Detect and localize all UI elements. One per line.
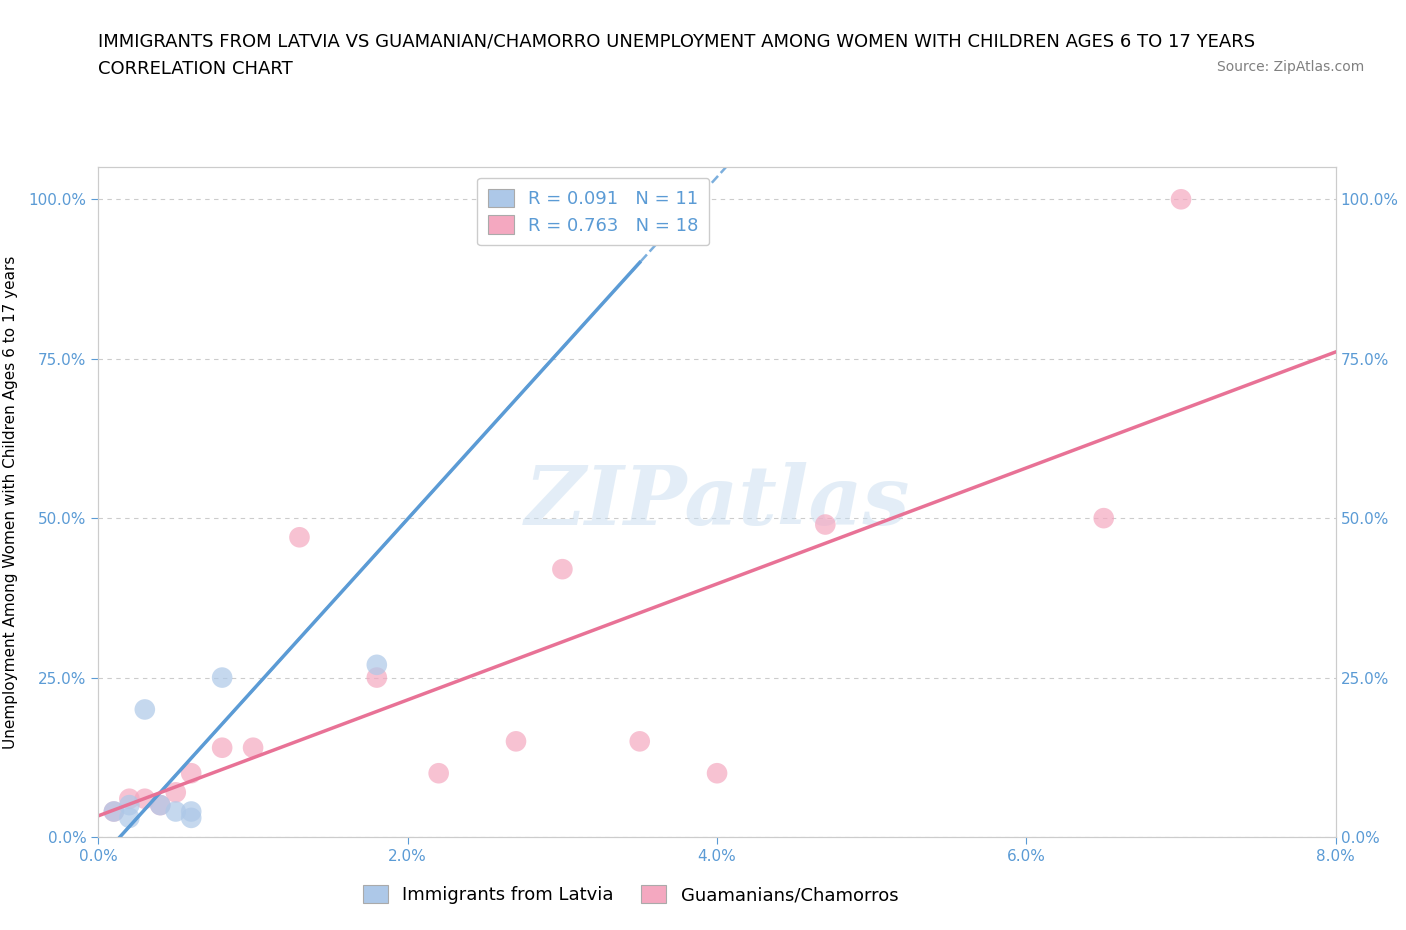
Legend: Immigrants from Latvia, Guamanians/Chamorros: Immigrants from Latvia, Guamanians/Chamo… <box>352 874 910 915</box>
Point <box>598 224 620 239</box>
Point <box>134 702 156 717</box>
Y-axis label: Unemployment Among Women with Children Ages 6 to 17 years: Unemployment Among Women with Children A… <box>3 256 17 749</box>
Text: CORRELATION CHART: CORRELATION CHART <box>98 60 294 78</box>
Point <box>118 791 141 806</box>
Point <box>134 791 156 806</box>
Point <box>706 765 728 780</box>
Point <box>103 804 125 819</box>
Text: Source: ZipAtlas.com: Source: ZipAtlas.com <box>1216 60 1364 74</box>
Point <box>366 671 388 685</box>
Point <box>1170 192 1192 206</box>
Point <box>165 804 187 819</box>
Point <box>814 517 837 532</box>
Point <box>165 785 187 800</box>
Text: ZIPatlas: ZIPatlas <box>524 462 910 542</box>
Point <box>180 810 202 825</box>
Point <box>366 658 388 672</box>
Point <box>180 765 202 780</box>
Point <box>118 810 141 825</box>
Point <box>149 798 172 813</box>
Point <box>288 530 311 545</box>
Point <box>211 740 233 755</box>
Point <box>628 734 651 749</box>
Point <box>1092 511 1115 525</box>
Text: IMMIGRANTS FROM LATVIA VS GUAMANIAN/CHAMORRO UNEMPLOYMENT AMONG WOMEN WITH CHILD: IMMIGRANTS FROM LATVIA VS GUAMANIAN/CHAM… <box>98 33 1256 50</box>
Point <box>180 804 202 819</box>
Point <box>505 734 527 749</box>
Point <box>103 804 125 819</box>
Point <box>551 562 574 577</box>
Point <box>242 740 264 755</box>
Point <box>211 671 233 685</box>
Point <box>149 798 172 813</box>
Point <box>118 798 141 813</box>
Point <box>427 765 450 780</box>
